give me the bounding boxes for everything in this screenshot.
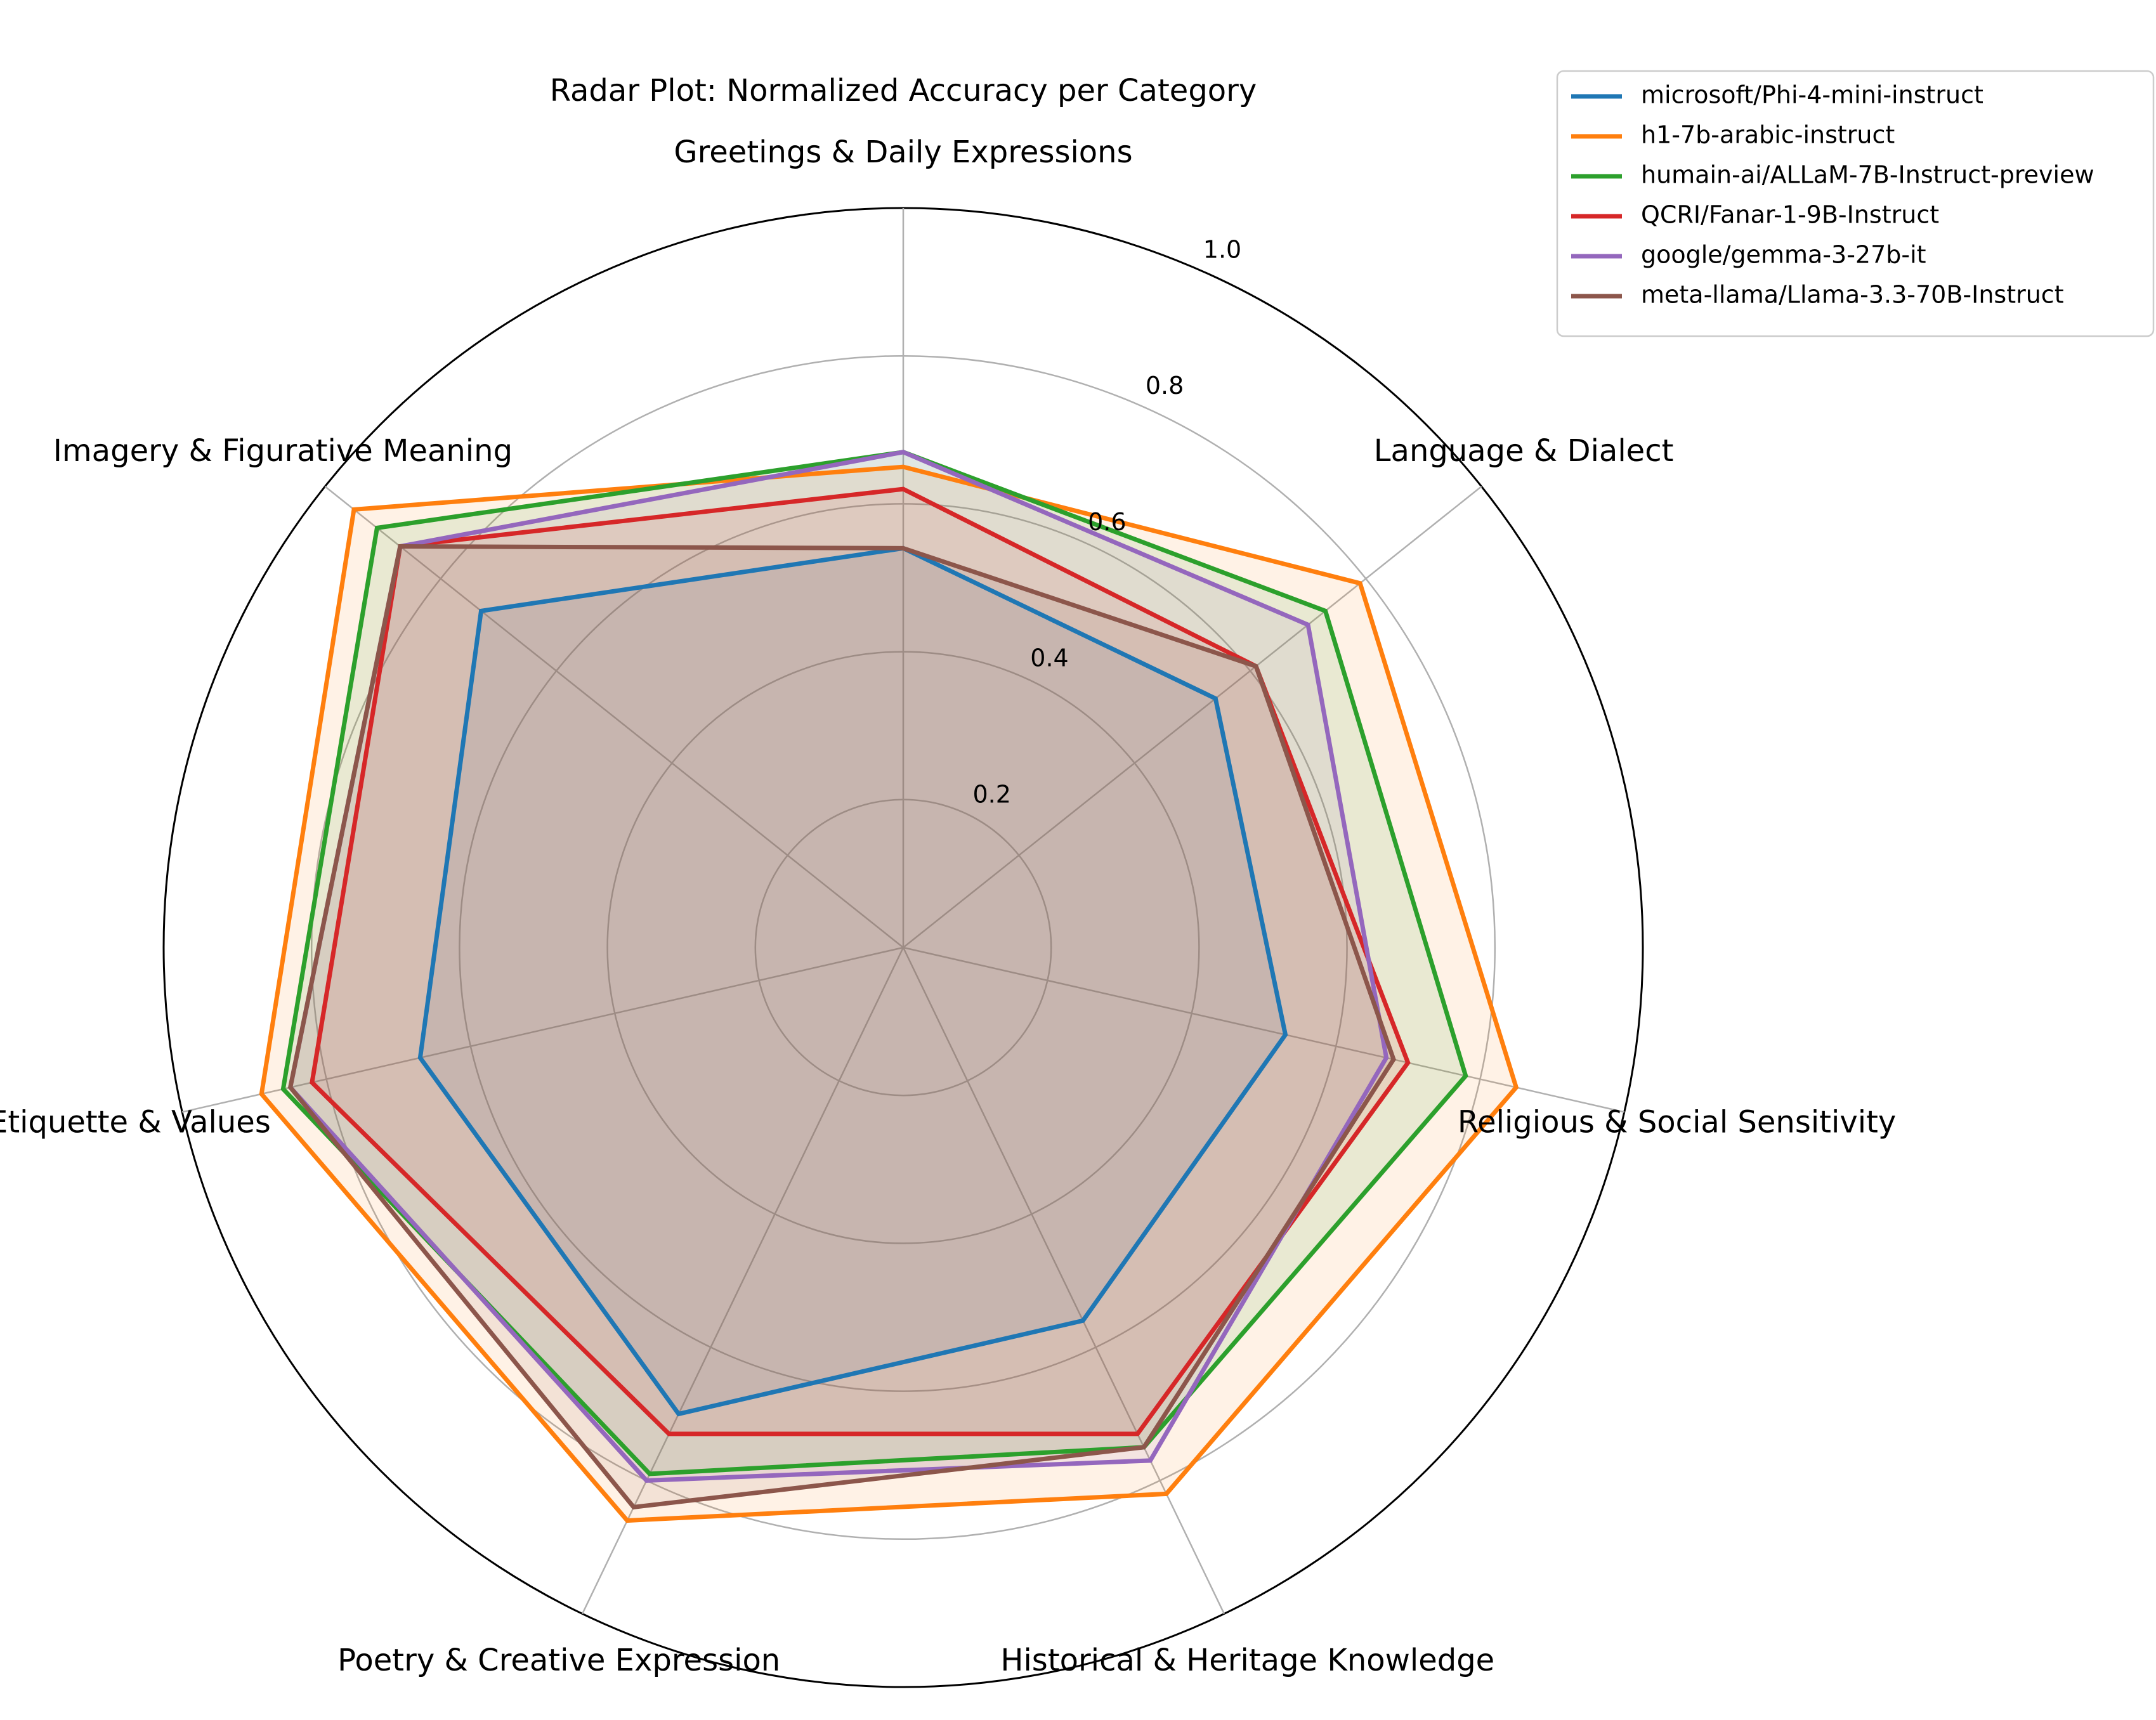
series-fills xyxy=(261,452,1517,1521)
series-lines xyxy=(259,450,1519,1523)
spoke-4 xyxy=(581,947,905,1615)
series-fill-4 xyxy=(290,452,1387,1481)
spoke-1 xyxy=(903,486,1482,948)
rtick-label: 0.2 xyxy=(972,781,1010,809)
legend-entry-2: humain-ai/ALLaM-7B-Instruct-preview xyxy=(1641,161,2094,189)
legend-entry-4: google/gemma-3-27b-it xyxy=(1641,241,1926,269)
spoke-6 xyxy=(324,486,904,948)
radar-grid xyxy=(162,207,1644,1688)
series-fill-2 xyxy=(283,452,1466,1474)
rtick-label: 0.4 xyxy=(1030,644,1068,672)
series-line-5 xyxy=(287,544,1396,1510)
series-fill-0 xyxy=(420,548,1286,1414)
series-fill-1 xyxy=(261,467,1517,1521)
rtick-label: 0.8 xyxy=(1146,372,1184,400)
category-label: Etiquette & Values xyxy=(0,1104,271,1140)
legend-entry-5: meta-llama/Llama-3.3-70B-Instruct xyxy=(1641,281,2064,309)
legend: microsoft/Phi-4-mini-instruct h1-7b-arabi… xyxy=(1556,70,2155,337)
legend-entry-0: microsoft/Phi-4-mini-instruct xyxy=(1641,81,1983,109)
series-fill-3 xyxy=(311,489,1408,1434)
category-labels: Greetings & Daily Expressions Language & … xyxy=(0,134,1896,1678)
spoke-2 xyxy=(903,946,1625,1113)
rtick-label: 1.0 xyxy=(1203,235,1241,263)
category-label: Language & Dialect xyxy=(1374,433,1674,469)
legend-box xyxy=(1556,70,2155,337)
category-label: Poetry & Creative Expression xyxy=(337,1643,780,1678)
legend-entry-3: QCRI/Fanar-1-9B-Instruct xyxy=(1641,201,1939,229)
spoke-3 xyxy=(902,947,1225,1615)
series-line-1 xyxy=(259,464,1519,1523)
radial-tick-labels: 0.2 0.4 0.6 0.8 1.0 xyxy=(972,235,1241,808)
spoke-5 xyxy=(181,946,904,1113)
category-label: Greetings & Daily Expressions xyxy=(674,134,1132,170)
series-fill-5 xyxy=(290,546,1394,1508)
legend-entry-1: h1-7b-arabic-instruct xyxy=(1641,121,1895,149)
category-label: Historical & Heritage Knowledge xyxy=(1000,1643,1494,1678)
chart-title: Radar Plot: Normalized Accuracy per Cate… xyxy=(550,73,1257,108)
series-line-0 xyxy=(417,545,1288,1417)
category-label: Imagery & Figurative Meaning xyxy=(53,433,513,469)
category-label: Religious & Social Sensitivity xyxy=(1458,1104,1896,1140)
rtick-label: 0.6 xyxy=(1088,508,1126,536)
series-line-2 xyxy=(280,450,1468,1476)
